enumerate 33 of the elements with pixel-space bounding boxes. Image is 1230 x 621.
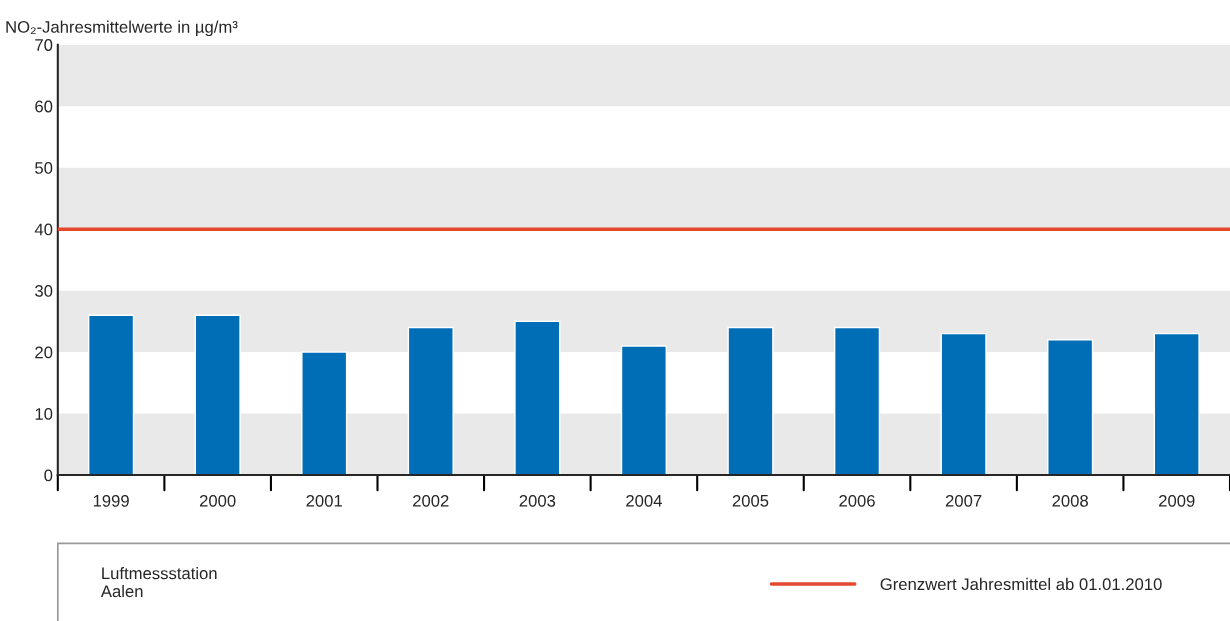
legend-label: Grenzwert Jahresmittel ab 01.01.2010 — [880, 577, 1162, 591]
bar — [940, 332, 987, 476]
x-tick-label: 2009 — [1159, 494, 1195, 507]
bar — [301, 351, 348, 476]
bar — [1153, 332, 1200, 476]
x-tick-label: 1999 — [93, 494, 129, 507]
y-tick-label: 10 — [35, 407, 53, 420]
x-tick-label: 2006 — [839, 494, 875, 507]
bar — [833, 326, 881, 476]
bar — [407, 326, 454, 476]
x-tick-label: 2002 — [413, 494, 449, 507]
bar — [514, 320, 561, 476]
bar — [194, 314, 241, 476]
y-tick-label: 30 — [35, 285, 53, 297]
x-tick-label: 2000 — [199, 494, 236, 507]
x-tick-label: 2008 — [1052, 494, 1088, 507]
y-tick-label: 20 — [35, 346, 53, 359]
y-tick-label: 70 — [35, 39, 53, 51]
bar — [88, 314, 135, 476]
x-tick-label: 2007 — [945, 494, 982, 507]
x-tick-label: 2004 — [626, 494, 662, 507]
y-tick-label: 40 — [34, 223, 53, 236]
bar — [620, 345, 667, 476]
bar — [1047, 339, 1094, 476]
x-tick-label: 2001 — [306, 494, 342, 507]
x-tick-label: 2003 — [519, 494, 556, 507]
x-tick-label: 2005 — [732, 494, 769, 507]
y-axis-title: NO₂-Jahresmittelwerte in µg/m³ — [6, 20, 238, 37]
y-tick-label: 0 — [44, 469, 53, 482]
y-tick-label: 60 — [35, 100, 53, 113]
legend-title: Luftmessstation Aalen — [100, 567, 217, 598]
y-tick-label: 50 — [35, 162, 53, 174]
bar — [727, 326, 774, 476]
